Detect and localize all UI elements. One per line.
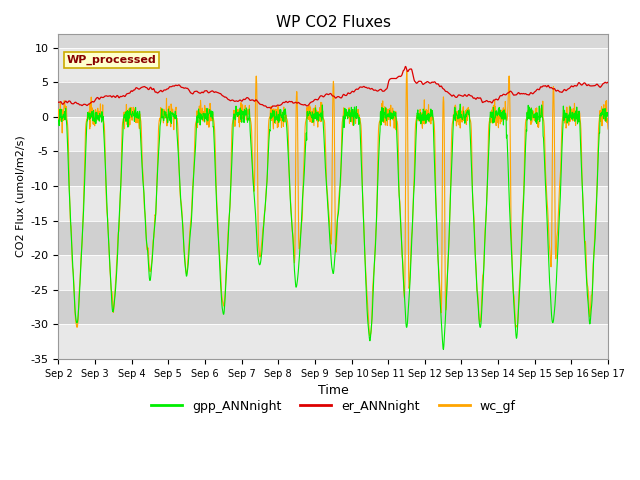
Text: WP_processed: WP_processed bbox=[67, 55, 156, 65]
er_ANNnight bbox=[540, 83, 547, 89]
er_ANNnight bbox=[163, 86, 171, 92]
Bar bbox=[58, 152, 608, 186]
gpp_ANNnight bbox=[419, 111, 426, 117]
wc_gf bbox=[238, 116, 246, 122]
Line: wc_gf: wc_gf bbox=[58, 71, 608, 336]
wc_gf bbox=[366, 333, 374, 338]
gpp_ANNnight bbox=[177, 196, 184, 202]
wc_gf bbox=[419, 113, 427, 119]
wc_gf bbox=[177, 197, 184, 203]
wc_gf bbox=[491, 110, 499, 116]
wc_gf bbox=[604, 126, 612, 132]
Title: WP CO2 Fluxes: WP CO2 Fluxes bbox=[276, 15, 391, 30]
er_ANNnight bbox=[267, 105, 275, 111]
Bar bbox=[58, 186, 608, 221]
Line: er_ANNnight: er_ANNnight bbox=[58, 66, 608, 108]
Bar bbox=[58, 324, 608, 359]
er_ANNnight bbox=[419, 82, 427, 87]
er_ANNnight bbox=[604, 79, 612, 85]
Bar bbox=[58, 290, 608, 324]
gpp_ANNnight bbox=[540, 135, 547, 141]
er_ANNnight bbox=[491, 97, 499, 103]
wc_gf bbox=[163, 115, 171, 121]
gpp_ANNnight bbox=[163, 117, 171, 123]
er_ANNnight bbox=[177, 84, 184, 89]
X-axis label: Time: Time bbox=[318, 384, 349, 397]
wc_gf bbox=[540, 117, 547, 122]
Bar bbox=[58, 83, 608, 117]
Y-axis label: CO2 Flux (umol/m2/s): CO2 Flux (umol/m2/s) bbox=[15, 135, 25, 257]
er_ANNnight bbox=[238, 98, 246, 104]
wc_gf bbox=[54, 107, 62, 112]
Bar bbox=[58, 255, 608, 290]
Bar bbox=[58, 117, 608, 152]
Bar bbox=[58, 48, 608, 83]
Legend: gpp_ANNnight, er_ANNnight, wc_gf: gpp_ANNnight, er_ANNnight, wc_gf bbox=[146, 395, 521, 418]
Line: gpp_ANNnight: gpp_ANNnight bbox=[58, 104, 608, 349]
wc_gf bbox=[403, 68, 411, 74]
Bar bbox=[58, 221, 608, 255]
gpp_ANNnight bbox=[604, 114, 612, 120]
gpp_ANNnight bbox=[456, 101, 464, 107]
gpp_ANNnight bbox=[54, 117, 62, 123]
gpp_ANNnight bbox=[440, 347, 447, 352]
er_ANNnight bbox=[54, 99, 62, 105]
gpp_ANNnight bbox=[238, 109, 246, 115]
gpp_ANNnight bbox=[491, 115, 499, 121]
er_ANNnight bbox=[402, 63, 410, 69]
